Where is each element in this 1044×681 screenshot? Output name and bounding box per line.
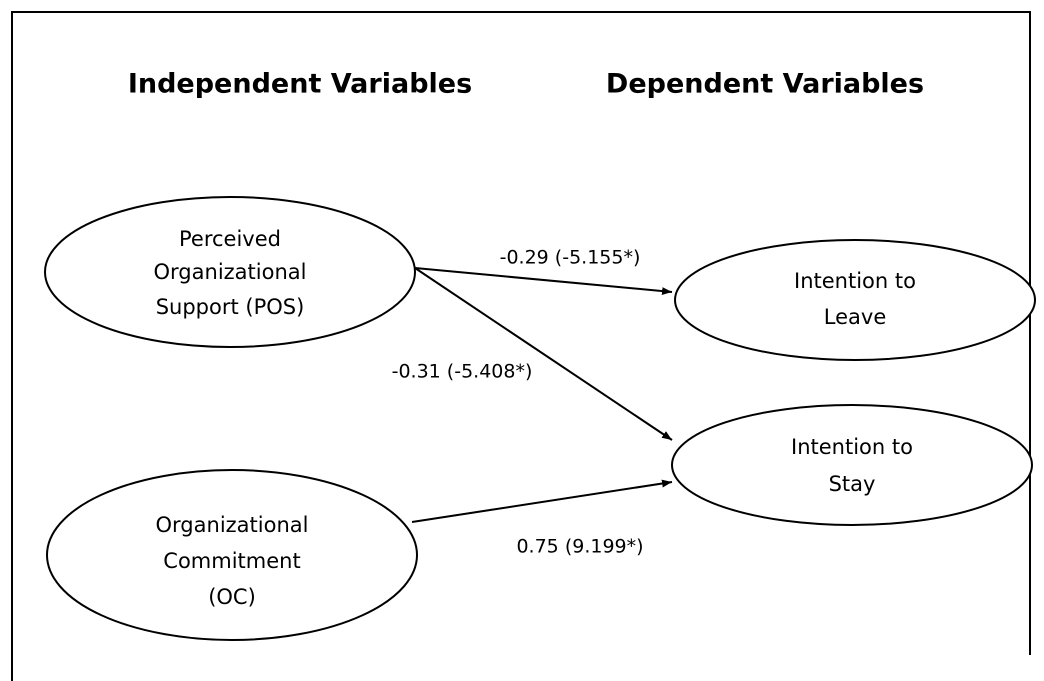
node [674,239,1036,361]
node-label: Commitment [163,549,300,573]
edge-label: -0.29 (-5.155*) [500,247,641,269]
node-label: Perceived [179,227,281,251]
node-label: Organizational [154,260,307,284]
arrow [414,267,673,441]
heading: Dependent Variables [606,69,924,100]
node-label: (OC) [208,585,256,609]
node-label: Stay [829,472,876,496]
node-label: Intention to [791,435,913,459]
node-label: Organizational [156,513,309,537]
edge-label: -0.31 (-5.408*) [392,361,533,383]
node [46,469,418,641]
node-label: Leave [824,305,886,329]
node-label: Support (POS) [156,295,305,319]
arrow [414,267,673,296]
heading: Independent Variables [128,69,472,100]
node [44,196,416,348]
node [671,404,1033,526]
edge-label: 0.75 (9.199*) [516,536,643,558]
arrow [411,479,673,523]
frame [11,11,1031,681]
node-label: Intention to [794,269,916,293]
